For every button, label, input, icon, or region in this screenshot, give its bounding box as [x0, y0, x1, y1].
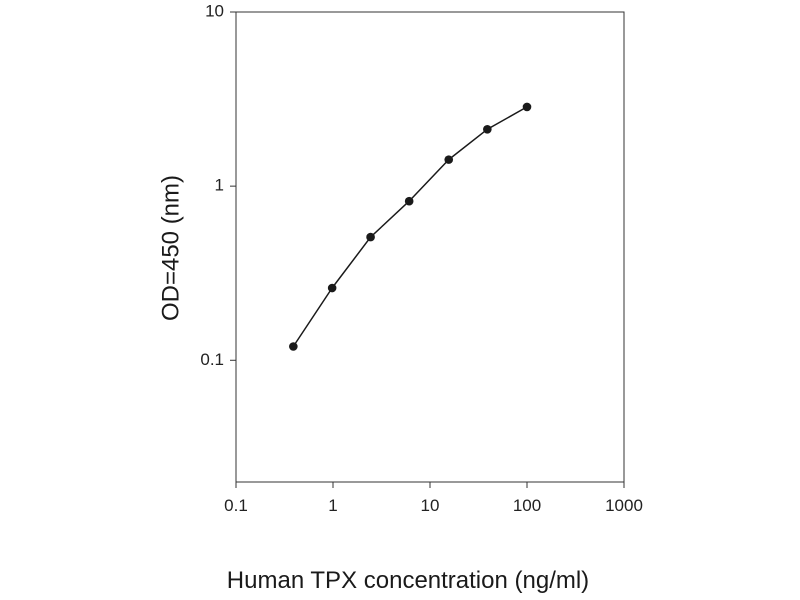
data-point	[483, 125, 492, 134]
data-point	[366, 232, 375, 242]
data-point	[289, 342, 298, 351]
chart-ticks: 0.1 1 10 100 1000 0.1 1 10	[200, 1, 643, 515]
data-point	[522, 102, 532, 112]
chart-axes	[235, 11, 625, 483]
x-tick-label: 10	[421, 496, 440, 515]
data-point	[327, 283, 337, 293]
x-axis-label: Human TPX concentration (ng/ml)	[227, 567, 589, 594]
y-axis-label: OD=450 (nm)	[157, 175, 184, 321]
y-tick-label: 0.1	[200, 350, 224, 369]
x-tick-label: 1	[328, 496, 337, 515]
x-tick-label: 0.1	[224, 496, 248, 515]
data-point	[444, 155, 454, 164]
series-line	[292, 106, 528, 347]
x-tick-label: 1000	[605, 496, 643, 515]
y-tick-label: 1	[215, 176, 224, 195]
plot-frame	[235, 11, 625, 483]
data-point	[404, 196, 414, 206]
x-tick-label: 100	[513, 496, 541, 515]
chart-series	[289, 102, 532, 351]
y-tick-label: 10	[205, 1, 224, 20]
